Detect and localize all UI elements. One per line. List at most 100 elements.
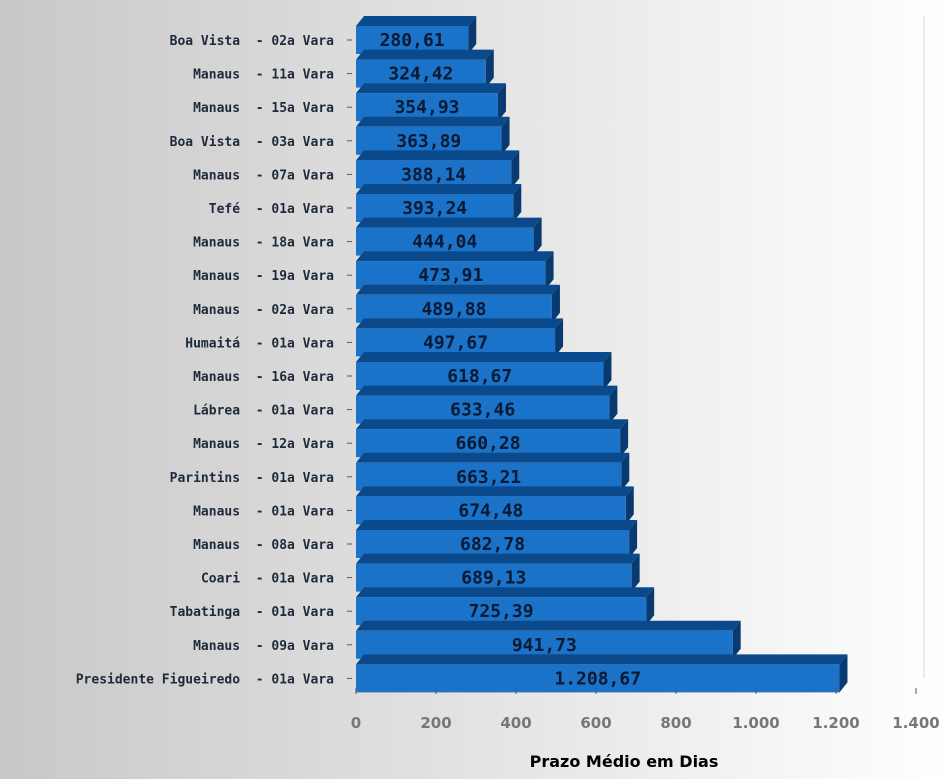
bar-front-face [356,261,546,290]
bar-front-face [356,126,502,155]
x-tick-label: 1.200 [812,714,859,732]
bar-top-face [356,217,542,228]
bar-side-face [497,83,506,122]
bar-side-face [501,116,510,155]
bar-top-face [356,83,506,94]
bar-top-face [356,16,477,26]
bar-side-face [603,352,612,390]
data-label: 633,46 [450,400,515,421]
data-label: 444,04 [412,232,477,253]
bar-front-face [356,362,604,390]
data-label: 682,78 [460,534,525,555]
bar-top-face [356,520,638,530]
bar-side-face [839,654,848,693]
x-tick-label: 400 [500,714,531,732]
bar-top-face [356,184,522,194]
bar-side-face [513,184,522,222]
data-label: 354,93 [394,97,459,118]
category-label: Manaus - 18a Vara [193,236,334,251]
category-label: Parintins - 01a Vara [170,471,335,486]
bar-side-face [609,385,618,424]
bar [356,116,510,155]
category-label: Humaitá - 01a Vara [185,336,334,351]
category-label: Tefé - 01a Vara [209,202,334,217]
data-label: 1.208,67 [554,668,641,689]
category-label: Manaus - 01a Vara [193,504,334,519]
bar-front-face [356,462,622,491]
bar-side-face [620,419,629,458]
bar [356,452,630,491]
bar-side-face [533,217,542,256]
bar-front-face [356,26,469,54]
bar [356,251,554,290]
bar-top-face [356,284,560,295]
bar-front-face [356,395,610,424]
bar [356,587,655,626]
x-tick-label: 1.000 [732,714,779,732]
bars-group: 280,61 324,42 354,93 363,89 388,14 393,24 444,… [356,16,848,693]
bar-side-face [646,587,655,626]
category-label: Manaus - 09a Vara [193,639,334,654]
data-label: 618,67 [447,366,512,387]
bar-top-face [356,318,564,329]
x-tick-label: 800 [660,714,691,732]
bar-top-face [356,116,510,127]
x-tick-label: 200 [420,714,451,732]
data-label: 725,39 [469,601,534,622]
bar-side-face [511,150,520,189]
category-labels: Boa Vista - 02a Vara Manaus - 11a Vara Man… [76,34,352,687]
category-label: Coari - 01a Vara [201,572,334,587]
category-label: Manaus - 19a Vara [193,269,334,284]
category-label: Boa Vista - 03a Vara [170,135,335,150]
bar [356,83,506,122]
bar-front-face [356,160,512,189]
category-label: Manaus - 12a Vara [193,437,334,452]
bar-top-face [356,251,554,262]
bar-top-face [356,150,520,161]
bar [356,184,522,222]
bar [356,217,542,256]
bar-side-face [545,251,554,290]
bar-top-face [356,452,630,463]
bar [356,49,494,88]
bar [356,318,564,357]
bar-side-face [555,318,564,357]
bar-front-face [356,328,556,357]
bar [356,385,618,424]
data-label: 393,24 [402,198,467,219]
category-label: Manaus - 16a Vara [193,370,334,385]
bar-front-face [356,630,733,659]
bar-side-face [621,452,630,491]
bar [356,620,741,659]
bar-top-face [356,486,634,497]
data-label: 941,73 [512,635,577,656]
bar-front-face [356,496,626,525]
category-label: Tabatinga - 01a Vara [170,605,335,620]
bar [356,352,612,390]
data-label: 363,89 [396,131,461,152]
bar [356,419,629,458]
x-tick-label: 600 [580,714,611,732]
bar-front-face [356,597,647,626]
bar-front-face [356,429,621,458]
bar-top-face [356,587,655,598]
category-label: Manaus - 02a Vara [193,303,334,318]
bar-top-face [356,419,629,430]
bar [356,520,638,558]
bar [356,654,848,693]
x-axis: 0 200 400 600 800 1.000 1.200 1.400 [351,688,940,732]
category-label: Lábrea - 01a Vara [193,404,334,419]
bar-side-face [551,284,560,323]
bar [356,553,640,592]
data-label: 489,88 [421,299,486,320]
bar-front-face [356,664,840,693]
data-label: 388,14 [401,164,466,185]
data-label: 674,48 [458,500,523,521]
bar [356,486,634,525]
bar-top-face [356,620,741,631]
bar-top-face [356,352,612,362]
data-label: 497,67 [423,332,488,353]
data-label: 689,13 [461,568,526,589]
